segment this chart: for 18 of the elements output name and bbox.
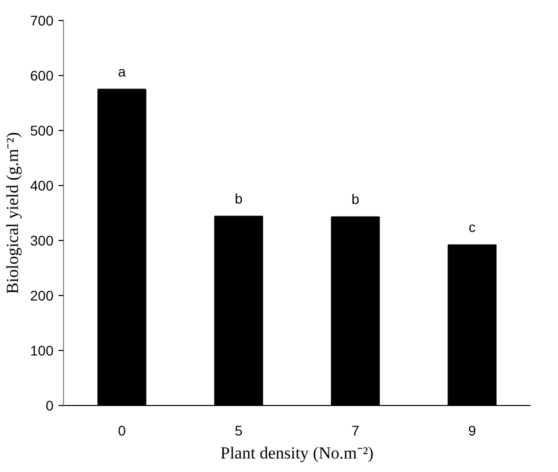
- y-tick-label: 600: [30, 68, 54, 84]
- y-tick-label: 700: [30, 12, 54, 28]
- x-tick-label: 9: [468, 422, 476, 438]
- x-tick-label: 7: [351, 422, 360, 438]
- annotation: a: [118, 63, 126, 80]
- x-axis-title: Plant density (No.m⁻²): [220, 444, 374, 462]
- y-tick-label: 0: [46, 398, 54, 414]
- x-tick-label: 0: [118, 422, 126, 438]
- x-tick-label: 5: [234, 422, 243, 438]
- y-tick-label: 100: [30, 342, 54, 358]
- annotation: b: [351, 190, 360, 207]
- y-tick-label: 300: [30, 232, 54, 248]
- annotation: b: [234, 190, 243, 206]
- y-tick-label: 500: [30, 122, 54, 138]
- y-tick-label: 200: [30, 288, 54, 304]
- y-axis-title: Biological yield (g.m⁻²): [3, 132, 22, 294]
- y-tick-label: 400: [30, 178, 54, 194]
- annotation: c: [468, 218, 476, 235]
